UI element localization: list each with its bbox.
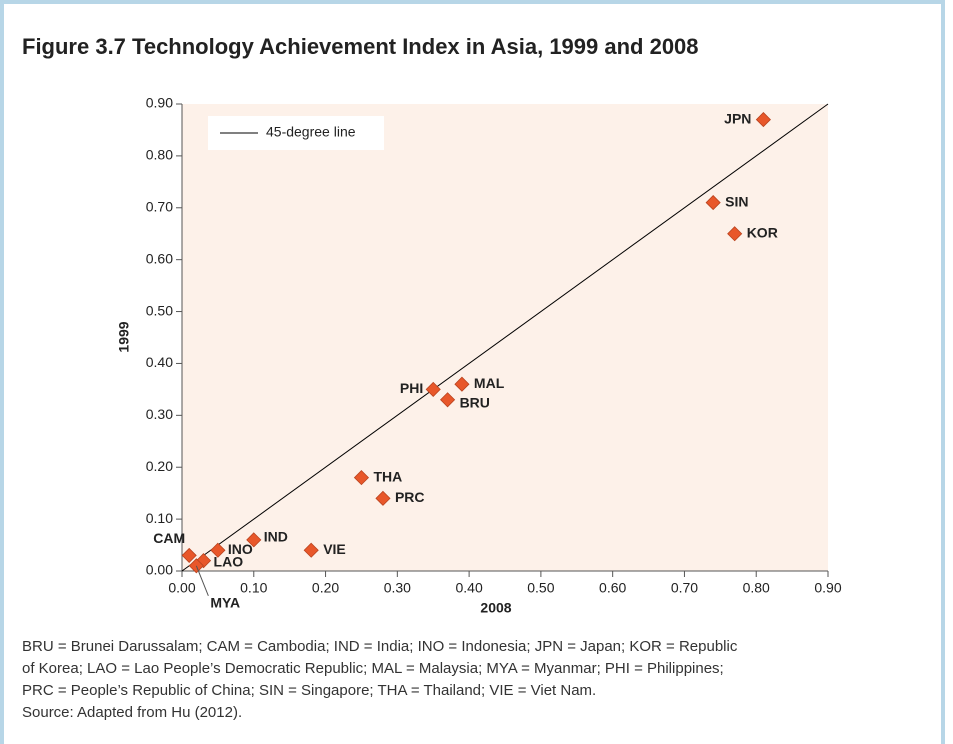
point-label: JPN — [724, 110, 751, 126]
reference-line — [181, 103, 829, 572]
y-tick-label: 0.30 — [146, 406, 173, 422]
y-tick-label: 0.10 — [146, 510, 173, 526]
data-point — [195, 553, 212, 569]
data-point — [755, 112, 771, 128]
y-axis-label: 1999 — [116, 321, 132, 352]
source: Source: Adapted from Hu (2012). — [22, 704, 243, 721]
y-tick-label: 0.60 — [146, 250, 173, 266]
point-label: IND — [264, 529, 288, 545]
point-label: PRC — [395, 489, 425, 505]
point-label: CAM — [153, 530, 185, 546]
point-label: PHI — [400, 380, 423, 396]
point-label: VIE — [323, 541, 346, 557]
notes: BRU = Brunei Darussalam; CAM = Cambodia;… — [22, 636, 742, 724]
data-point — [425, 381, 441, 397]
point-label: MAL — [474, 375, 505, 391]
x-tick-label: 0.70 — [671, 580, 698, 596]
leader-line — [195, 565, 209, 596]
data-point — [727, 226, 743, 242]
x-axis-label: 2008 — [480, 600, 511, 616]
y-tick-label: 0.70 — [146, 198, 173, 214]
y-tick-label: 0.50 — [146, 302, 173, 318]
point-label: LAO — [214, 553, 244, 569]
x-tick-label: 0.80 — [743, 580, 770, 596]
data-point — [705, 195, 721, 211]
x-tick-label: 0.20 — [312, 580, 339, 596]
y-tick-label: 0.80 — [146, 147, 173, 163]
data-point — [440, 392, 456, 408]
data-point — [375, 490, 391, 506]
abbreviations: BRU = Brunei Darussalam; CAM = Cambodia;… — [22, 638, 738, 699]
point-label: INO — [228, 541, 253, 557]
legend-label: 45-degree line — [266, 124, 356, 140]
point-label: KOR — [747, 224, 778, 240]
x-tick-label: 0.10 — [240, 580, 267, 596]
x-tick-label: 0.00 — [168, 580, 195, 596]
point-label: SIN — [725, 193, 748, 209]
chart: Figure 3.7 Technology Achievement Index … — [22, 34, 842, 616]
x-tick-label: 0.30 — [384, 580, 411, 596]
data-point — [353, 470, 370, 486]
data-point — [210, 542, 226, 558]
y-tick-label: 0.40 — [146, 354, 173, 370]
x-tick-label: 0.90 — [814, 580, 841, 596]
x-tick-label: 0.40 — [455, 580, 482, 596]
data-point — [454, 376, 470, 392]
data-point — [181, 547, 197, 563]
data-point — [303, 542, 319, 558]
point-label: MYA — [210, 595, 240, 611]
y-tick-label: 0.20 — [146, 458, 173, 474]
point-label: BRU — [460, 394, 490, 410]
chart-title: Figure 3.7 Technology Achievement Index … — [22, 34, 699, 59]
x-tick-label: 0.50 — [527, 580, 554, 596]
x-tick-label: 0.60 — [599, 580, 626, 596]
data-point — [246, 532, 262, 548]
y-tick-label: 0.00 — [146, 562, 173, 578]
point-label: THA — [373, 468, 402, 484]
y-tick-label: 0.90 — [146, 95, 173, 111]
